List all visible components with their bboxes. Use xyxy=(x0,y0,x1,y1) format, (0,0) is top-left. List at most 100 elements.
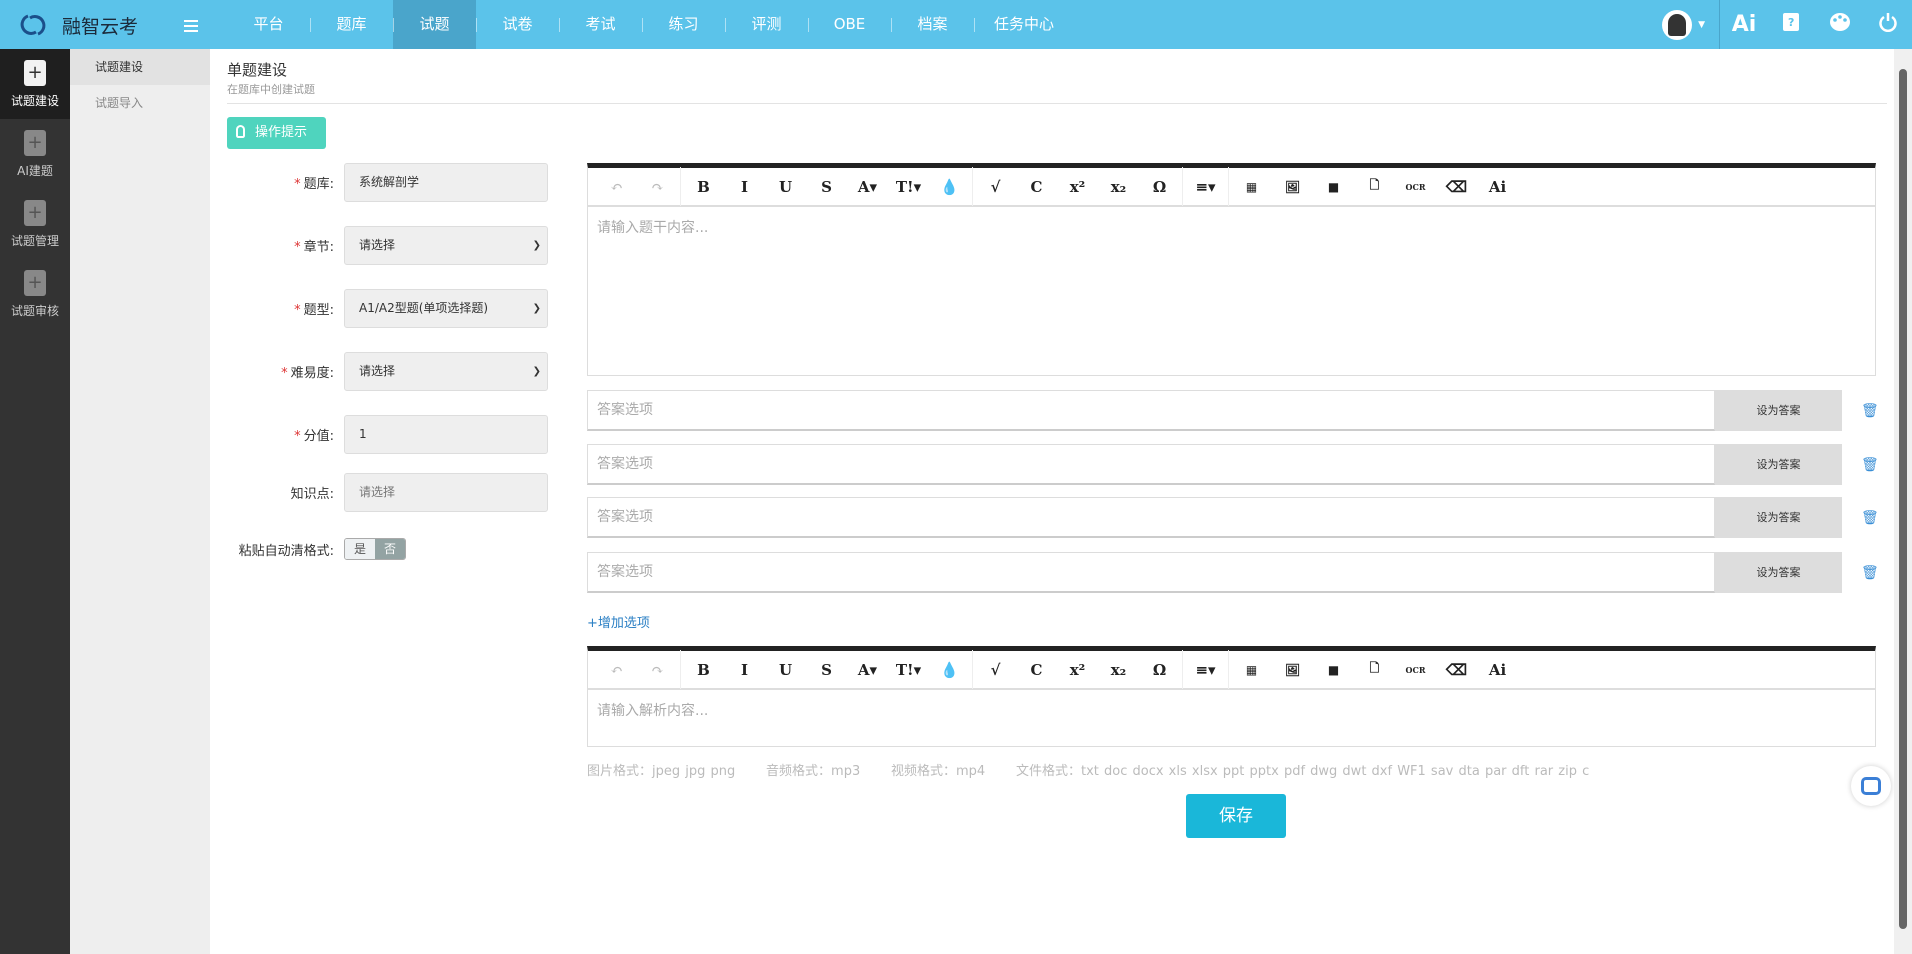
nav-evaluation[interactable]: 评测 xyxy=(725,0,808,49)
option-input[interactable]: 答案选项 xyxy=(587,390,1715,431)
subnav-build[interactable]: 试题建设 xyxy=(70,49,210,85)
sidebar-item-review[interactable]: + 试题审核 xyxy=(0,259,70,329)
undo-icon[interactable]: ↶ xyxy=(610,660,623,679)
option-input[interactable]: 答案选项 xyxy=(587,552,1715,593)
superscript-icon[interactable]: x² xyxy=(1069,177,1086,196)
undo-icon[interactable]: ↶ xyxy=(610,177,623,196)
align-icon[interactable]: ≡▾ xyxy=(1195,177,1216,196)
set-answer-button[interactable]: 设为答案 xyxy=(1715,444,1842,485)
avatar[interactable] xyxy=(1662,9,1693,40)
file-icon[interactable]: 🗋 xyxy=(1369,178,1380,192)
trash-icon[interactable]: 🗑 xyxy=(1861,403,1879,419)
italic-icon[interactable]: I xyxy=(740,177,749,196)
redo-icon[interactable]: ↷ xyxy=(651,660,664,679)
ai-icon[interactable]: Ai xyxy=(1731,12,1757,37)
toggle-no[interactable]: 否 xyxy=(375,539,405,559)
knowledge-input[interactable]: 请选择 xyxy=(344,473,548,512)
strikethrough-icon[interactable]: S xyxy=(821,177,832,196)
formula-icon[interactable]: √ xyxy=(990,177,1001,196)
option-input[interactable]: 答案选项 xyxy=(587,444,1715,485)
robot-assistant-icon[interactable] xyxy=(1851,766,1891,806)
font-size-icon[interactable]: T!▾ xyxy=(895,660,922,679)
font-color-icon[interactable]: A▾ xyxy=(857,660,878,679)
help-edit-icon[interactable]: ? xyxy=(1768,12,1816,38)
redo-icon[interactable]: ↷ xyxy=(651,177,664,196)
superscript-icon[interactable]: x² xyxy=(1069,660,1086,679)
stem-input[interactable]: 请输入题干内容... xyxy=(597,220,709,236)
logo[interactable]: 融智云考 xyxy=(18,10,138,40)
sidebar-item-manage[interactable]: + 试题管理 xyxy=(0,189,70,259)
bank-input[interactable]: 系统解剖学 xyxy=(344,163,548,202)
nav-platform[interactable]: 平台 xyxy=(253,15,284,33)
trash-icon[interactable]: 🗑 xyxy=(1861,565,1879,581)
nav-questions[interactable]: 试题 xyxy=(393,0,476,49)
eraser-icon[interactable]: ⌫ xyxy=(1445,660,1468,679)
set-answer-button[interactable]: 设为答案 xyxy=(1715,552,1842,593)
chapter-select[interactable]: 请选择 ❯ xyxy=(344,226,548,265)
special-char-icon[interactable]: Ω xyxy=(1152,177,1167,196)
subnav-import[interactable]: 试题导入 xyxy=(95,96,144,110)
formula-icon[interactable]: √ xyxy=(990,660,1001,679)
ai-icon[interactable]: Ai xyxy=(1488,177,1507,196)
align-icon[interactable]: ≡▾ xyxy=(1195,660,1216,679)
set-answer-button[interactable]: 设为答案 xyxy=(1715,390,1842,431)
add-option-link[interactable]: +增加选项 xyxy=(587,612,650,631)
nav-task-center[interactable]: 任务中心 xyxy=(974,0,1074,49)
paste-clean-toggle[interactable]: 是否 xyxy=(344,538,406,560)
set-answer-button[interactable]: 设为答案 xyxy=(1715,497,1842,538)
table-icon[interactable]: ▦ xyxy=(1245,662,1258,677)
analysis-input[interactable]: 请输入解析内容... xyxy=(597,703,709,719)
subscript-icon[interactable]: x₂ xyxy=(1110,177,1127,196)
chemistry-icon[interactable]: C xyxy=(1030,660,1043,679)
nav-papers[interactable]: 试卷 xyxy=(476,0,559,49)
underline-icon[interactable]: U xyxy=(778,177,793,196)
eraser-icon[interactable]: ⌫ xyxy=(1445,177,1468,196)
ocr-icon[interactable]: OCR xyxy=(1405,181,1426,192)
video-icon[interactable]: ■ xyxy=(1327,179,1340,194)
italic-icon[interactable]: I xyxy=(740,660,749,679)
nav-obe[interactable]: OBE xyxy=(808,0,891,49)
file-icon[interactable]: 🗋 xyxy=(1369,661,1380,675)
underline-icon[interactable]: U xyxy=(778,660,793,679)
score-input[interactable]: 1 xyxy=(344,415,548,454)
nav-archive[interactable]: 档案 xyxy=(891,0,974,49)
strikethrough-icon[interactable]: S xyxy=(821,660,832,679)
bold-icon[interactable]: B xyxy=(697,177,710,196)
nav-practice[interactable]: 练习 xyxy=(642,0,725,49)
ai-icon[interactable]: Ai xyxy=(1488,660,1507,679)
font-size-icon[interactable]: T!▾ xyxy=(895,177,922,196)
font-color-icon[interactable]: A▾ xyxy=(857,177,878,196)
bold-icon[interactable]: B xyxy=(697,660,710,679)
fill-color-icon[interactable]: 💧 xyxy=(940,660,959,679)
trash-icon[interactable]: 🗑 xyxy=(1861,457,1879,473)
scrollbar[interactable] xyxy=(1894,49,1912,954)
sidebar-item-ai-build[interactable]: + AI建题 xyxy=(0,119,70,189)
option-row: 答案选项 设为答案 xyxy=(587,390,1842,431)
chevron-down-icon: ❯ xyxy=(532,303,541,314)
image-icon[interactable]: 🖼 xyxy=(1284,662,1301,677)
add-option-label: 增加选项 xyxy=(597,616,650,631)
ocr-icon[interactable]: OCR xyxy=(1405,664,1426,675)
sidebar-item-build[interactable]: + 试题建设 xyxy=(0,49,70,119)
image-icon[interactable]: 🖼 xyxy=(1284,179,1301,194)
type-select[interactable]: A1/A2型题(单项选择题) ❯ xyxy=(344,289,548,328)
tips-button[interactable]: 操作提示 xyxy=(227,117,326,149)
special-char-icon[interactable]: Ω xyxy=(1152,660,1167,679)
table-icon[interactable]: ▦ xyxy=(1245,179,1258,194)
difficulty-select[interactable]: 请选择 ❯ xyxy=(344,352,548,391)
option-input[interactable]: 答案选项 xyxy=(587,497,1715,538)
subscript-icon[interactable]: x₂ xyxy=(1110,660,1127,679)
video-icon[interactable]: ■ xyxy=(1327,662,1340,677)
palette-icon[interactable] xyxy=(1816,12,1864,38)
menu-toggle-icon[interactable] xyxy=(184,20,198,32)
chemistry-icon[interactable]: C xyxy=(1030,177,1043,196)
nav-exams[interactable]: 考试 xyxy=(559,0,642,49)
caret-down-icon[interactable]: ▼ xyxy=(1698,19,1705,30)
save-button[interactable]: 保存 xyxy=(1186,794,1286,838)
scrollbar-thumb[interactable] xyxy=(1899,69,1907,929)
nav-bank[interactable]: 题库 xyxy=(310,0,393,49)
toggle-yes[interactable]: 是 xyxy=(345,539,375,559)
trash-icon[interactable]: 🗑 xyxy=(1861,510,1879,526)
fill-color-icon[interactable]: 💧 xyxy=(940,177,959,196)
power-icon[interactable] xyxy=(1864,12,1912,38)
